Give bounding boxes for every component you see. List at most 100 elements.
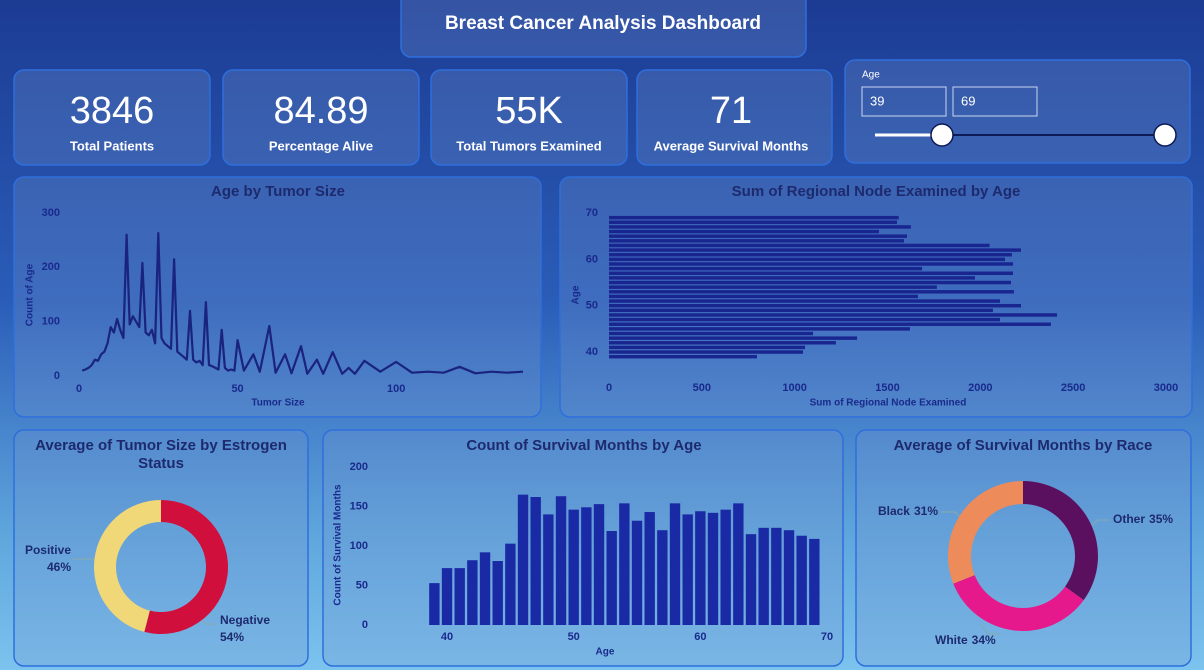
bar [581,507,592,625]
slice-label: Black [878,504,910,518]
slider-handle[interactable] [1153,123,1177,147]
bar [609,262,1014,266]
y-tick-label: 50 [356,579,368,591]
slider-handle[interactable] [930,123,954,147]
x-tick-label: 60 [694,631,706,643]
chart-title: Count of Survival Months by Age [466,437,701,454]
bar [568,509,579,625]
x-tick-label: 500 [693,382,711,394]
slicer-max[interactable]: 69 [961,93,975,108]
slice-label: Negative [220,613,270,627]
kpi-value: 55K [495,90,563,132]
bar [429,583,440,625]
slice-value: 35% [1149,512,1173,526]
slice-value: 46% [47,560,71,574]
bar [479,552,491,625]
bar [644,512,655,625]
dashboard-title: Breast Cancer Analysis Dashboard [445,13,761,34]
bar [609,290,1014,294]
slice-label-group: Black 31% [878,504,938,518]
bar [733,503,744,625]
bar [609,280,1011,285]
x-tick-label: 1000 [782,382,806,394]
chart-title: Sum of Regional Node Examined by Age [732,183,1021,200]
x-tick-label: 3000 [1154,382,1178,394]
donut-slice [1023,481,1099,601]
bar [530,497,541,625]
bar [682,514,693,625]
bar [609,239,905,243]
bar [609,294,918,299]
bar [609,271,1014,276]
bar [619,503,630,625]
x-tick-label: 2500 [1061,382,1085,394]
y-axis-label: Count of Survival Months [333,484,344,606]
bar [543,514,554,625]
bar [809,538,820,625]
slice-value: 54% [220,630,244,644]
bar [609,248,1021,252]
y-tick-label: 100 [42,316,60,328]
bar [758,527,769,625]
bar [609,308,993,313]
bar [606,530,617,625]
bar [609,317,1001,322]
slicer-min[interactable]: 39 [870,93,884,108]
y-tick-label: 150 [350,500,368,512]
header-card [400,0,807,58]
y-tick-label: 70 [586,207,598,219]
bar [609,303,1021,308]
x-tick-label: 100 [387,383,405,395]
leader-line [979,623,1000,635]
bar [555,496,567,625]
kpi-value: 71 [710,90,752,132]
bar [609,243,990,248]
bar [720,509,731,625]
y-tick-label: 0 [362,619,368,631]
kpi-value: 3846 [70,90,155,132]
bar [657,530,668,625]
bar [609,252,1012,257]
y-axis-label: Count of Age [25,263,36,326]
bar [609,331,814,336]
kpi-card [13,69,211,166]
bar [609,234,907,238]
bar [609,354,757,359]
chart-title: Age by Tumor Size [211,183,345,200]
bar [517,494,529,625]
y-axis-label: Age [571,285,582,304]
kpi-card [636,69,833,166]
bar [783,530,795,625]
donut-slice [953,575,1084,632]
slicer-card [844,59,1191,164]
slicer-label: Age [862,70,880,81]
x-tick-label: 50 [568,631,580,643]
y-tick-label: 60 [586,253,598,265]
slice-label: Positive [25,543,71,557]
bar [771,527,782,625]
bar [467,560,478,625]
bar [796,535,807,625]
bar [609,322,1051,326]
x-tick-label: 0 [76,383,82,395]
bar [441,568,453,625]
x-tick-label: 40 [441,631,453,643]
bar [609,313,1058,317]
slice-label-group: Other 35% [1113,512,1173,526]
bar [609,336,858,340]
bar [609,225,911,229]
slicer-max-box[interactable] [952,86,1038,117]
kpi-label: Average Survival Months [654,138,809,153]
slice-value: 34% [972,633,996,647]
bar [609,327,910,331]
bar [609,266,923,271]
bar [609,345,806,350]
donut-slice [948,481,1023,584]
bar [454,568,465,625]
y-tick-label: 300 [42,207,60,219]
bar [669,503,681,625]
slicer-min-box[interactable] [861,86,947,117]
chart-title: Average of Tumor Size by Estrogen Status [35,437,287,472]
bar [631,520,643,625]
